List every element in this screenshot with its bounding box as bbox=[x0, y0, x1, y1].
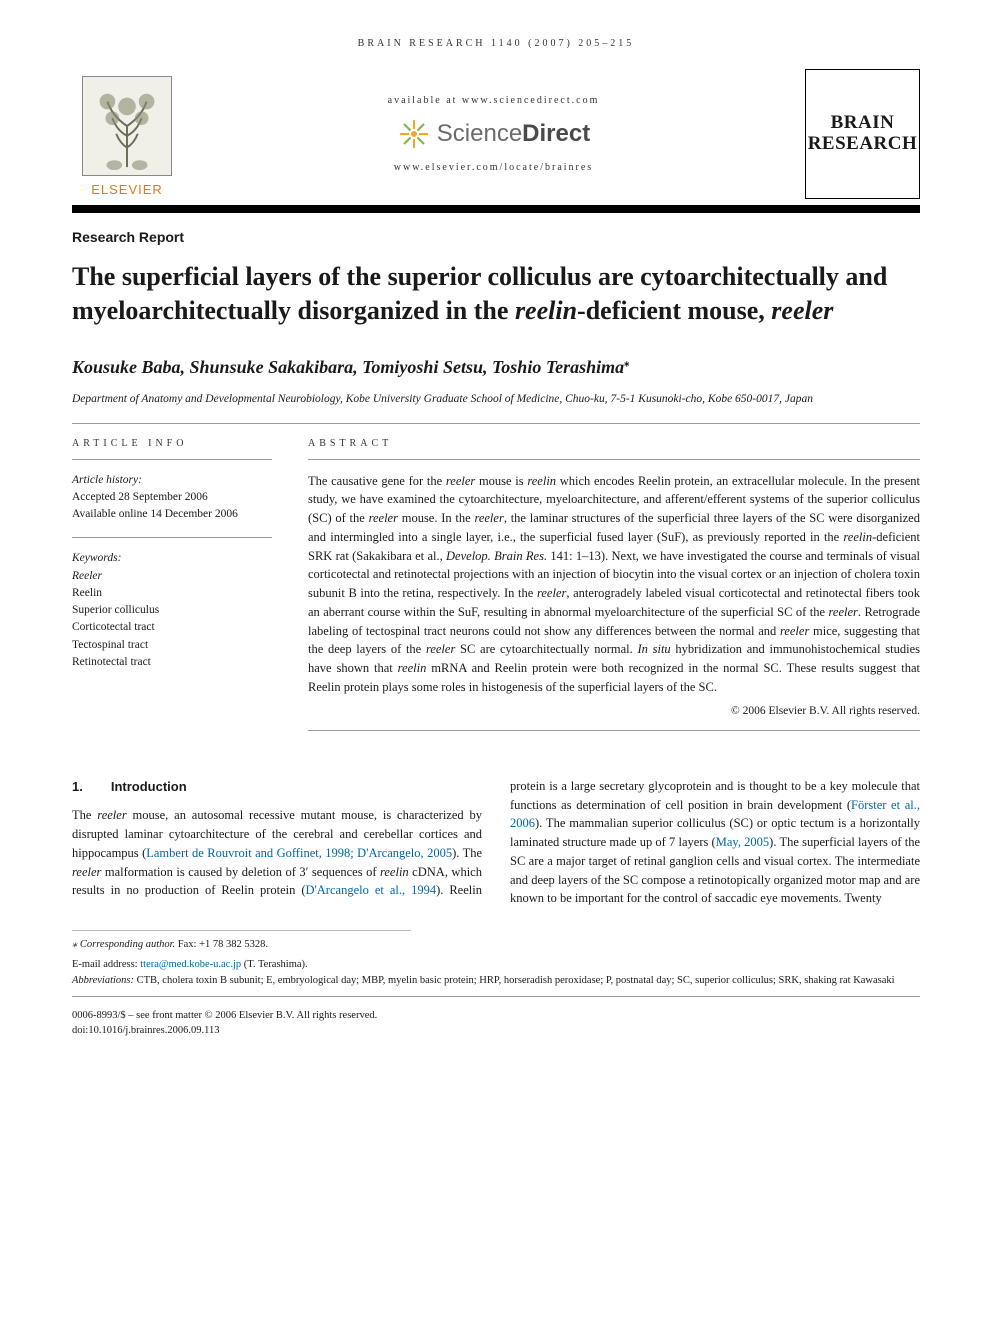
available-at-line: available at www.sciencedirect.com bbox=[388, 93, 600, 108]
corresponding-text: Fax: +1 78 382 5328. bbox=[175, 939, 268, 950]
email-suffix: (T. Terashima). bbox=[241, 959, 308, 970]
keyword-1: Reelin bbox=[72, 585, 272, 602]
body-columns: 1. Introduction The reeler mouse, an auto… bbox=[72, 777, 920, 908]
email-address[interactable]: ttera@med.kobe-u.ac.jp bbox=[140, 959, 241, 970]
rule-info bbox=[72, 459, 272, 460]
journal-cover-logo: BRAIN RESEARCH bbox=[805, 69, 920, 199]
abbrev-label: Abbreviations: bbox=[72, 975, 134, 986]
corresponding-author-note: ⁎ Corresponding author. Fax: +1 78 382 5… bbox=[72, 937, 411, 953]
bottom-block: 0006-8993/$ – see front matter © 2006 El… bbox=[72, 1009, 920, 1038]
email-line: E-mail address: ttera@med.kobe-u.ac.jp (… bbox=[72, 957, 920, 973]
keyword-5: Retinotectal tract bbox=[72, 654, 272, 671]
rule-below-abstract bbox=[308, 730, 920, 731]
abstract-copyright: © 2006 Elsevier B.V. All rights reserved… bbox=[308, 703, 920, 720]
article-info-column: ARTICLE INFO Article history: Accepted 2… bbox=[72, 436, 272, 743]
doi-line: doi:10.1016/j.brainres.2006.09.113 bbox=[72, 1024, 920, 1039]
rule-keywords bbox=[72, 537, 272, 538]
abbreviations-line: Abbreviations: CTB, cholera toxin B subu… bbox=[72, 973, 920, 989]
keywords-block: Keywords: Reeler Reelin Superior collicu… bbox=[72, 550, 272, 671]
accepted-date: Accepted 28 September 2006 bbox=[72, 489, 272, 506]
elsevier-wordmark: ELSEVIER bbox=[91, 180, 163, 200]
affiliation: Department of Anatomy and Developmental … bbox=[72, 391, 920, 407]
journal-logo-line1: BRAIN bbox=[831, 113, 895, 134]
article-info-head: ARTICLE INFO bbox=[72, 436, 272, 451]
corresponding-marker: ⁎ bbox=[624, 358, 629, 369]
rule-above-meta bbox=[72, 423, 920, 424]
footnotes-full: E-mail address: ttera@med.kobe-u.ac.jp (… bbox=[72, 957, 920, 989]
running-head: BRAIN RESEARCH 1140 (2007) 205–215 bbox=[72, 36, 920, 51]
thick-rule bbox=[72, 205, 920, 213]
title-em-reeler: reeler bbox=[771, 296, 833, 325]
header-band: ELSEVIER available at www.sciencedirect.… bbox=[72, 69, 920, 199]
sciencedirect-logo: ScienceDirect bbox=[397, 116, 590, 152]
keywords-label: Keywords: bbox=[72, 550, 272, 567]
header-center: available at www.sciencedirect.com bbox=[182, 93, 805, 175]
footnotes-rule-block: ⁎ Corresponding author. Fax: +1 78 382 5… bbox=[72, 930, 411, 953]
title-text-2: -deficient mouse, bbox=[577, 296, 771, 325]
sciencedirect-burst-icon bbox=[397, 117, 431, 151]
email-label: E-mail address: bbox=[72, 959, 140, 970]
article-history-block: Article history: Accepted 28 September 2… bbox=[72, 472, 272, 524]
authors-line: Kousuke Baba, Shunsuke Sakakibara, Tomiy… bbox=[72, 354, 920, 381]
section-heading: 1. Introduction bbox=[72, 777, 482, 797]
history-label: Article history: bbox=[72, 472, 272, 489]
keyword-3: Corticotectal tract bbox=[72, 619, 272, 636]
section-title: Introduction bbox=[111, 779, 187, 794]
keyword-0: Reeler bbox=[72, 570, 102, 582]
elsevier-tree-icon bbox=[82, 76, 172, 176]
keyword-4: Tectospinal tract bbox=[72, 637, 272, 654]
online-date: Available online 14 December 2006 bbox=[72, 506, 272, 523]
abstract-head: ABSTRACT bbox=[308, 436, 920, 451]
abstract-text: The causative gene for the reeler mouse … bbox=[308, 472, 920, 697]
section-number: 1. bbox=[72, 779, 83, 794]
meta-abstract-row: ARTICLE INFO Article history: Accepted 2… bbox=[72, 436, 920, 743]
rule-abstract bbox=[308, 459, 920, 460]
abstract-column: ABSTRACT The causative gene for the reel… bbox=[308, 436, 920, 743]
elsevier-logo: ELSEVIER bbox=[72, 69, 182, 199]
title-em-reelin: reelin bbox=[515, 296, 577, 325]
journal-url: www.elsevier.com/locate/brainres bbox=[394, 160, 593, 175]
sciencedirect-wordmark: ScienceDirect bbox=[437, 116, 590, 152]
rule-above-bottom bbox=[72, 996, 920, 997]
journal-logo-line2: RESEARCH bbox=[808, 134, 918, 155]
intro-paragraph: The reeler mouse, an autosomal recessive… bbox=[72, 777, 920, 908]
article-title: The superficial layers of the superior c… bbox=[72, 260, 920, 328]
keyword-2: Superior colliculus bbox=[72, 602, 272, 619]
corresponding-label: ⁎ Corresponding author. bbox=[72, 939, 175, 950]
authors-names: Kousuke Baba, Shunsuke Sakakibara, Tomiy… bbox=[72, 357, 624, 377]
abbrev-text: CTB, cholera toxin B subunit; E, embryol… bbox=[134, 975, 895, 986]
article-type: Research Report bbox=[72, 227, 920, 248]
front-matter-line: 0006-8993/$ – see front matter © 2006 El… bbox=[72, 1009, 920, 1024]
